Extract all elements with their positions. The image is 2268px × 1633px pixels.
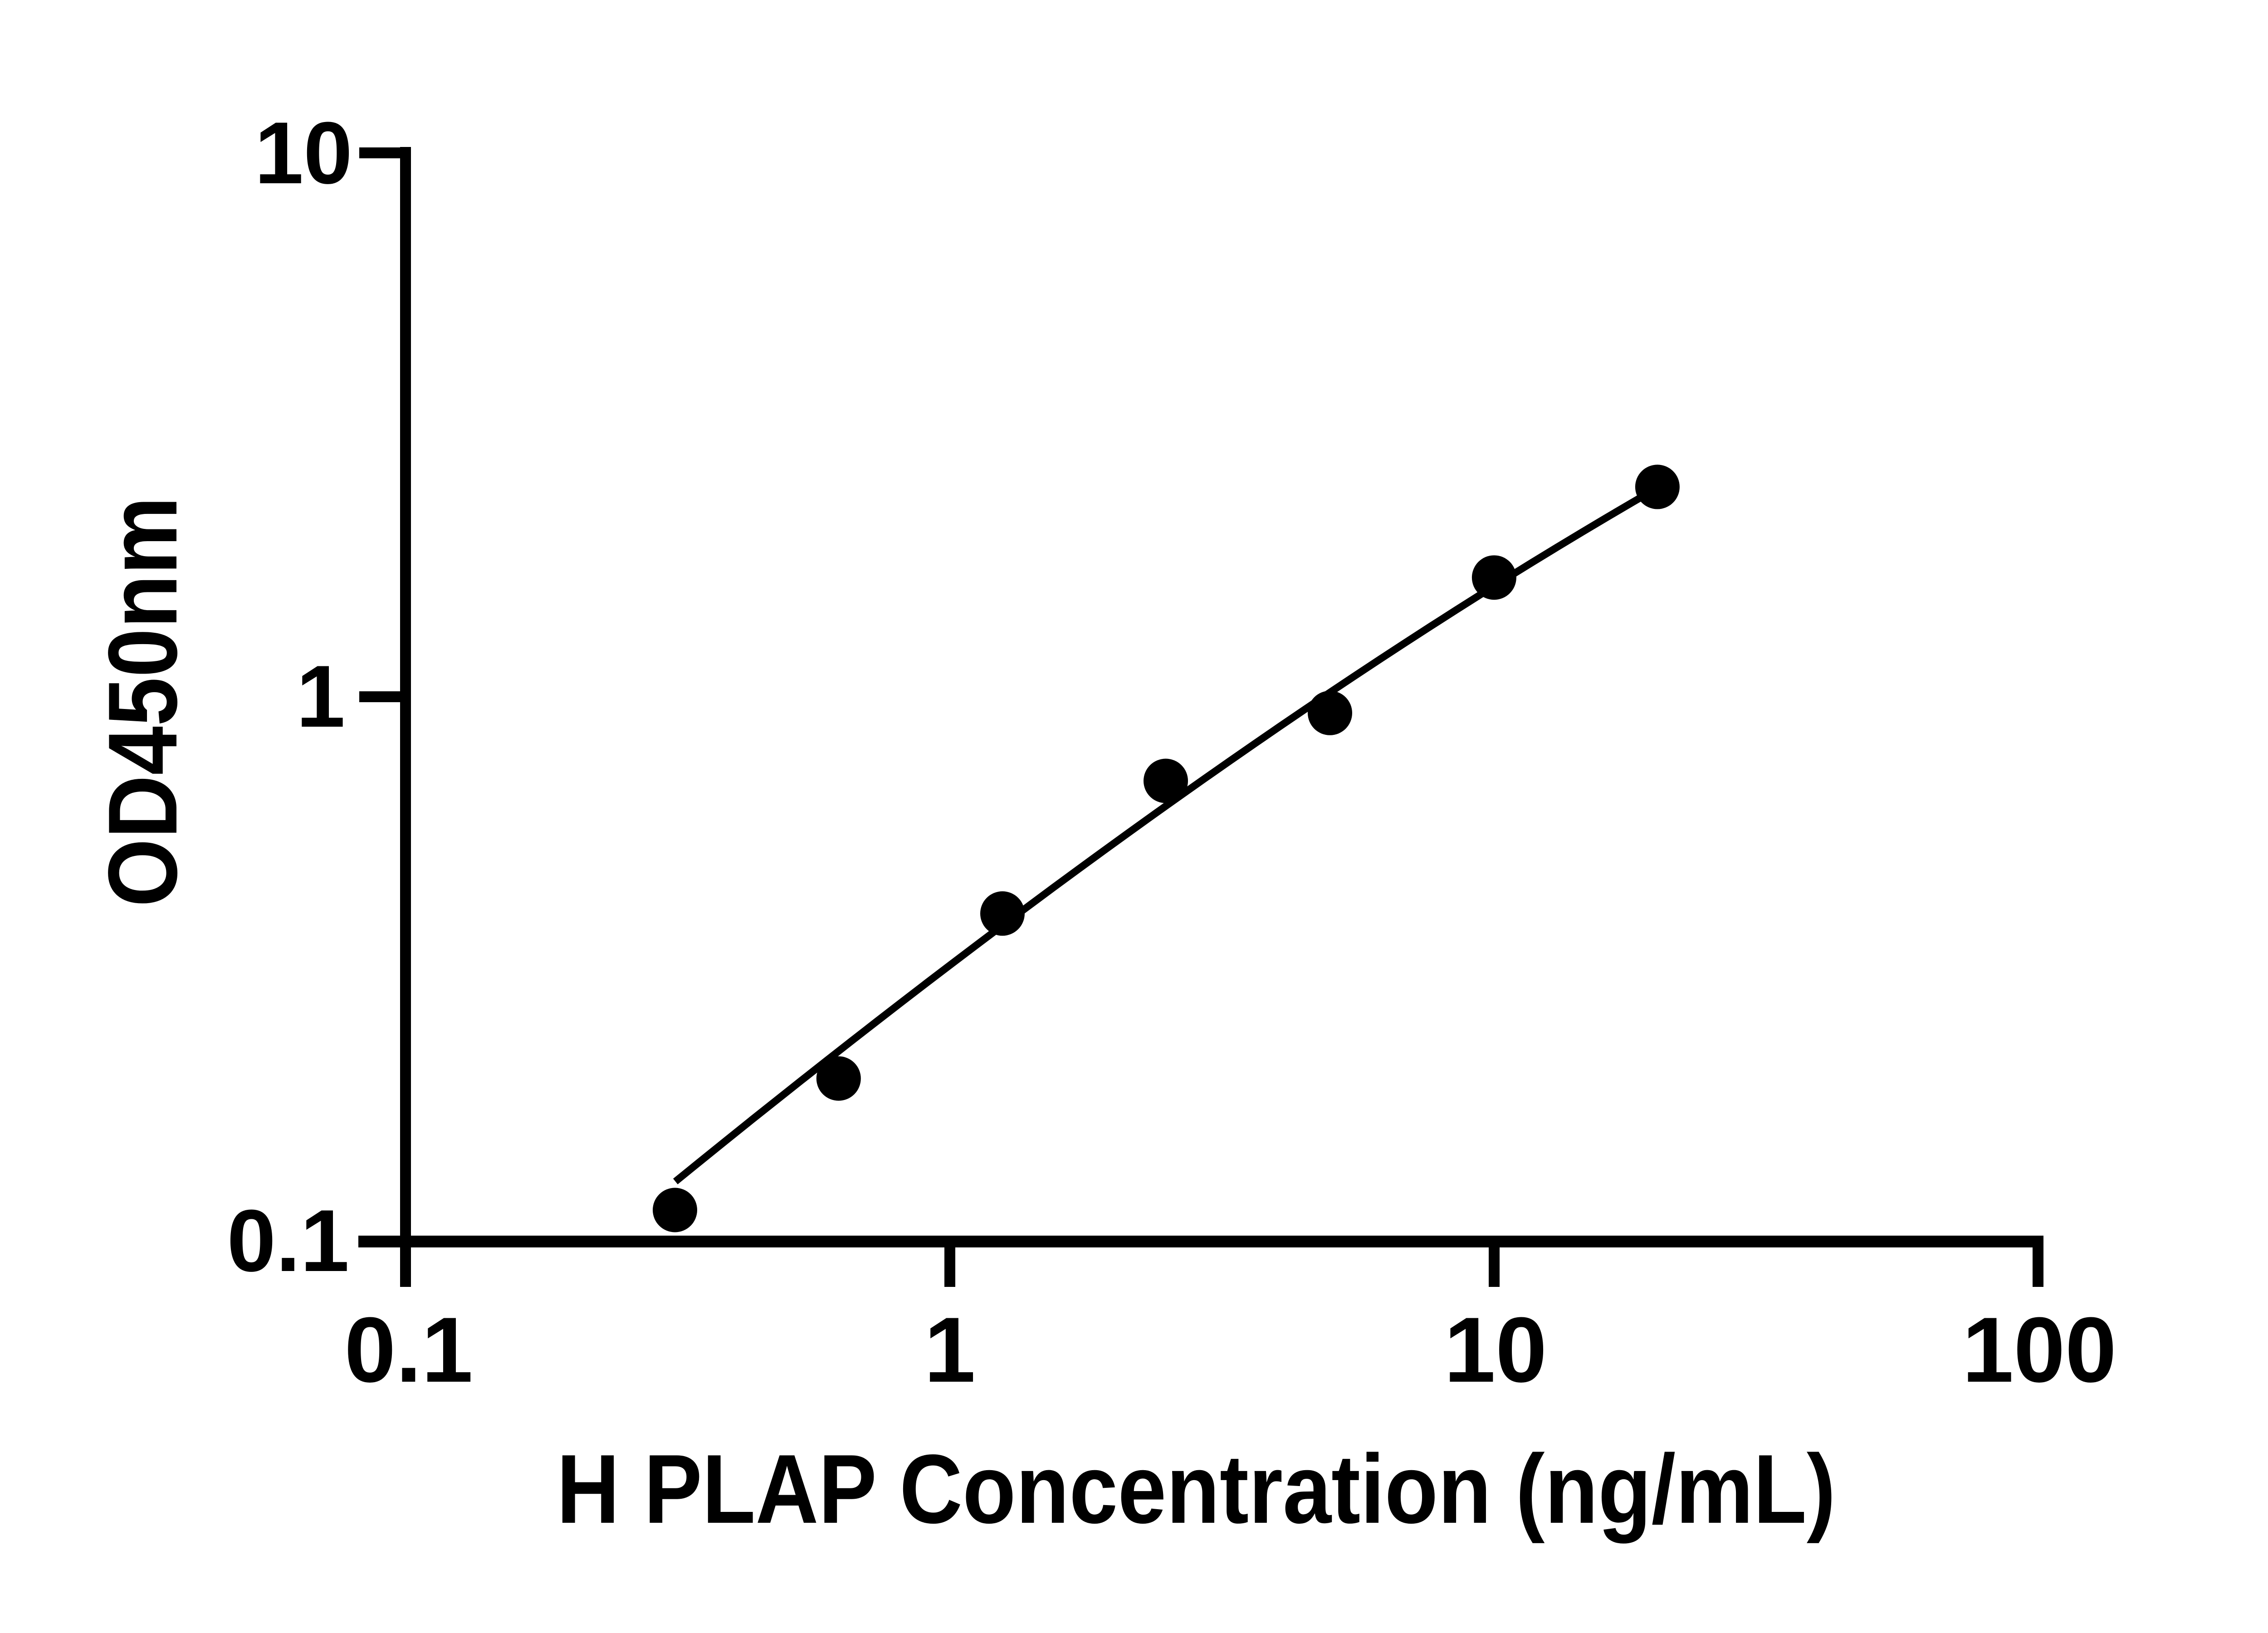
svg-text:10: 10 <box>1444 1298 1547 1402</box>
svg-text:100: 100 <box>1962 1298 2116 1402</box>
svg-text:0.1: 0.1 <box>344 1298 473 1402</box>
svg-text:H PLAP Concentration (ng/mL): H PLAP Concentration (ng/mL) <box>557 1434 1836 1544</box>
svg-text:0.1: 0.1 <box>227 1192 349 1290</box>
svg-text:10: 10 <box>254 104 352 202</box>
svg-text:OD450nm: OD450nm <box>88 497 197 907</box>
svg-text:1: 1 <box>296 647 345 746</box>
svg-text:1: 1 <box>924 1298 975 1402</box>
